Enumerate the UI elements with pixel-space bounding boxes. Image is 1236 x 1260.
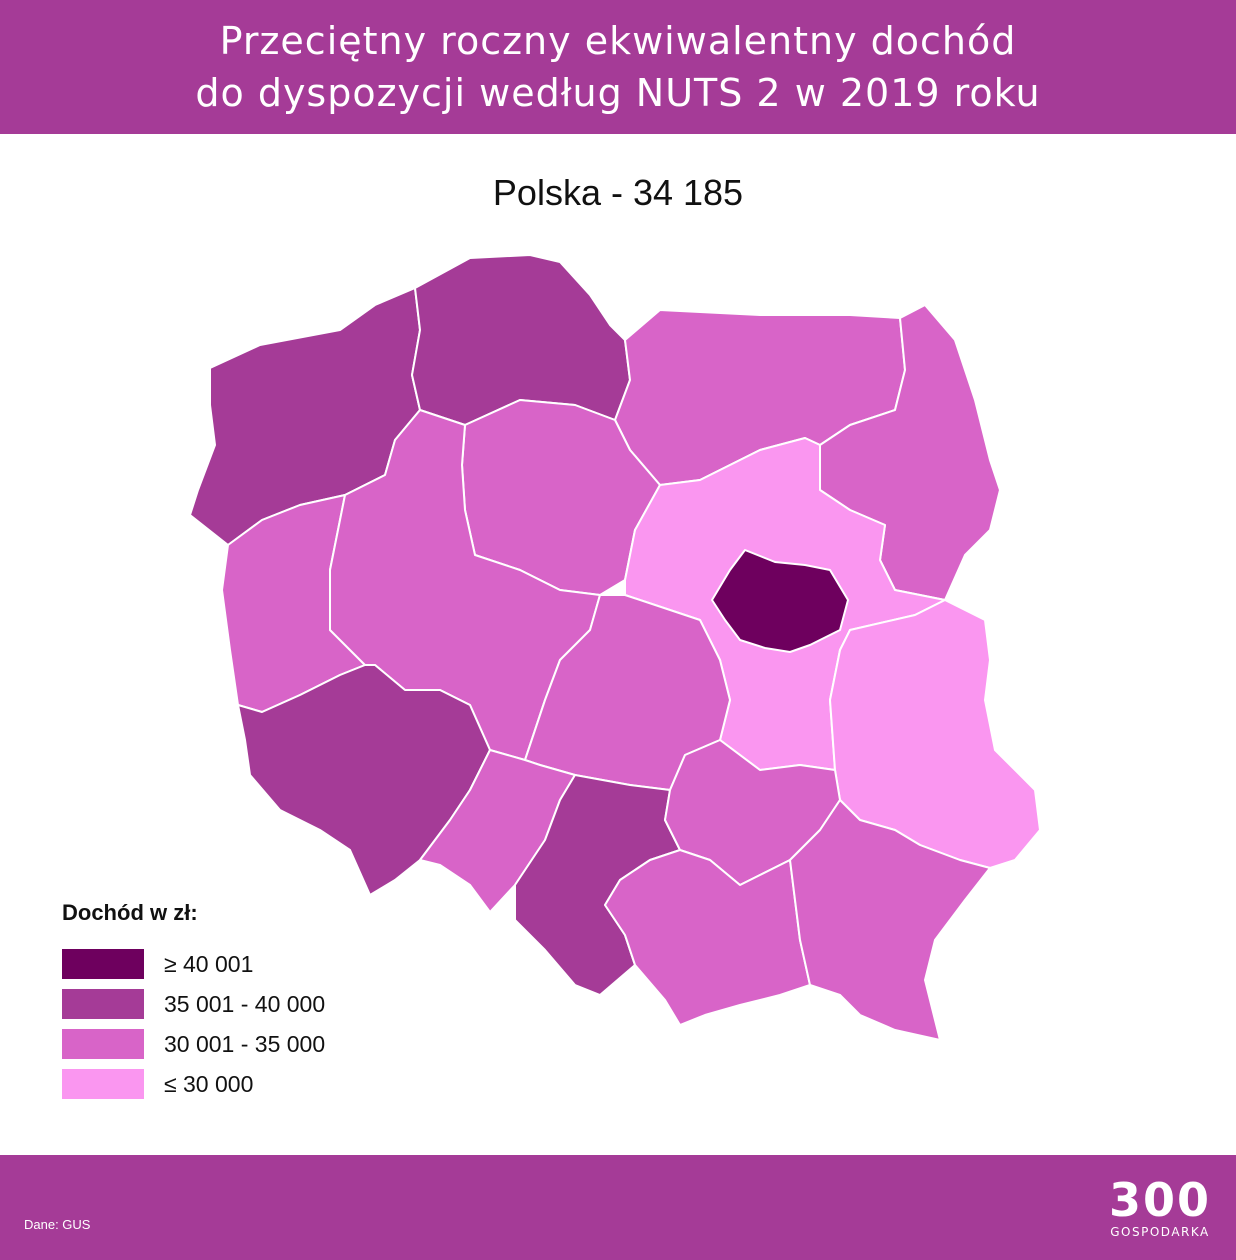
- region-warszawski-stoleczny: [711, 549, 849, 653]
- logo-number: 300: [1108, 1173, 1212, 1227]
- legend-swatch: [62, 989, 144, 1019]
- legend-label: ≥ 40 001: [164, 950, 254, 977]
- legend-title: Dochód w zł:: [62, 900, 198, 925]
- legend-item: ≥ 40 001: [62, 944, 325, 984]
- title-line-1: Przeciętny roczny ekwiwalentny dochód: [219, 19, 1017, 63]
- region-malopolskie: [604, 849, 811, 1026]
- header-banner: Przeciętny roczny ekwiwalentny dochód do…: [0, 0, 1236, 134]
- region-opolskie: [419, 749, 576, 913]
- poland-nuts2-map: [189, 254, 1041, 1041]
- legend-label: ≤ 30 000: [164, 1070, 254, 1097]
- region-podkarpackie: [789, 799, 991, 1041]
- footer-banner: Dane: GUS 300 GOSPODARKA: [0, 1155, 1236, 1260]
- legend-item: 30 001 - 35 000: [62, 1024, 325, 1064]
- legend-item: 35 001 - 40 000: [62, 984, 325, 1024]
- legend-item: ≤ 30 000: [62, 1064, 325, 1104]
- legend-label: 30 001 - 35 000: [164, 1030, 326, 1057]
- national-average: Polska - 34 185: [492, 172, 744, 213]
- legend-swatch: [62, 949, 144, 979]
- brand-logo: 300 GOSPODARKA: [1106, 1177, 1214, 1239]
- data-source: Dane: GUS: [24, 1217, 91, 1232]
- logo-text: GOSPODARKA: [1110, 1225, 1210, 1239]
- legend-label: 35 001 - 40 000: [164, 990, 326, 1017]
- legend-swatch: [62, 1069, 144, 1099]
- title-line-2: do dyspozycji według NUTS 2 w 2019 roku: [195, 71, 1041, 115]
- legend: Dochód w zł: ≥ 40 001 35 001 - 40 000 30…: [62, 900, 325, 1104]
- legend-swatch: [62, 1029, 144, 1059]
